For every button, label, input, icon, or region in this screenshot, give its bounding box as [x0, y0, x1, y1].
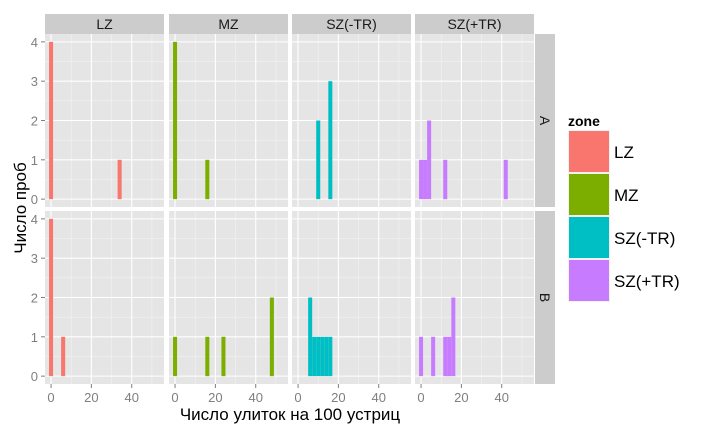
- row-strip-label-b: B: [537, 293, 553, 302]
- legend: LZ MZ SZ(-TR) SZ(+TR): [568, 130, 680, 302]
- bar-a-sz-tr-x2: [423, 159, 428, 200]
- legend-swatch-mz: [569, 174, 609, 215]
- bar-a-mz-x0: [173, 41, 178, 200]
- x-tick-label: 20: [331, 390, 345, 405]
- bar-b-sz-tr-x0: [419, 336, 424, 377]
- bars-layer: [49, 41, 508, 377]
- row-strip-a: [535, 34, 555, 207]
- legend-swatch-lz: [569, 131, 609, 172]
- bar-b-sz-tr-x14: [447, 336, 452, 377]
- y-tick-label: 4: [31, 35, 38, 50]
- bar-b-sz-tr-x12: [320, 336, 325, 377]
- bar-b-mz-x16: [205, 336, 210, 377]
- x-tick-label: 0: [47, 390, 54, 405]
- panels-layer: LZ MZ SZ(-TR) SZ(+TR) A B: [45, 14, 555, 384]
- y-tick-label: 1: [31, 153, 38, 168]
- strip-label-mz: MZ: [218, 16, 239, 32]
- bar-b-sz-tr-x6: [431, 336, 436, 377]
- legend-label-sz-tr: SZ(-TR): [614, 229, 675, 248]
- row-strip-b: [535, 211, 555, 384]
- legend-swatch-sz-tr: [569, 217, 609, 258]
- bar-a-sz-tr-x12: [443, 159, 448, 200]
- panel-a-sz-tr: [292, 34, 411, 207]
- x-tick-label: 40: [124, 390, 138, 405]
- strip-label-sz-tr: SZ(-TR): [326, 16, 377, 32]
- x-tick-label: 0: [171, 390, 178, 405]
- x-tick-label: 40: [494, 390, 508, 405]
- bar-b-sz-tr-x16: [451, 297, 456, 377]
- bar-b-mz-x48: [269, 297, 274, 377]
- bar-b-lz-x0: [49, 218, 54, 377]
- bar-b-lz-x6: [61, 336, 66, 377]
- bar-b-sz-tr-x16: [328, 336, 333, 377]
- panel-a-sz-tr: [415, 34, 534, 207]
- strip-sz-tr: [292, 14, 411, 34]
- panel-a-mz: [169, 34, 288, 207]
- bar-a-mz-x16: [205, 159, 210, 200]
- y-tick-label: 0: [31, 192, 38, 207]
- bar-a-sz-tr-x42: [503, 159, 508, 200]
- legend-swatch-sz-tr: [569, 260, 609, 301]
- bar-b-mz-x24: [221, 336, 226, 377]
- row-strip-label-a: A: [537, 116, 553, 126]
- strip-lz: [45, 14, 164, 34]
- y-tick-label: 2: [31, 114, 38, 129]
- y-tick-label: 3: [31, 74, 38, 89]
- x-tick-label: 20: [454, 390, 468, 405]
- bar-a-lz-x34: [117, 159, 122, 200]
- x-tick-label: 20: [208, 390, 222, 405]
- bar-b-sz-tr-x10: [316, 336, 321, 377]
- x-tick-label: 0: [294, 390, 301, 405]
- bar-a-sz-tr-x4: [427, 120, 432, 200]
- y-tick-label: 0: [31, 369, 38, 384]
- x-tick-label: 40: [371, 390, 385, 405]
- bar-a-sz-tr-x16: [328, 81, 333, 200]
- y-tick-label: 4: [31, 212, 38, 227]
- bar-a-sz-tr-x0: [419, 159, 424, 200]
- y-tick-label: 1: [31, 330, 38, 345]
- strip-label-sz-tr: SZ(+TR): [447, 16, 501, 32]
- panel-b-mz: [169, 211, 288, 384]
- panel-a-lz: [45, 34, 164, 207]
- bar-b-sz-tr-x14: [324, 336, 329, 377]
- legend-label-mz: MZ: [614, 186, 639, 205]
- strip-mz: [169, 14, 288, 34]
- x-tick-label: 40: [248, 390, 262, 405]
- y-tick-label: 2: [31, 291, 38, 306]
- x-tick-label: 0: [417, 390, 424, 405]
- x-tick-label: 20: [84, 390, 98, 405]
- bar-a-lz-x0: [49, 41, 54, 200]
- legend-label-sz-tr: SZ(+TR): [614, 272, 680, 291]
- x-axis-title: Число улиток на 100 устриц: [180, 405, 401, 424]
- legend-title: zone: [568, 113, 600, 129]
- bar-b-sz-tr-x6: [308, 297, 313, 377]
- bar-b-mz-x0: [173, 336, 178, 377]
- bar-b-sz-tr-x12: [443, 336, 448, 377]
- legend-label-lz: LZ: [614, 143, 634, 162]
- bar-b-sz-tr-x8: [312, 336, 317, 377]
- strip-sz-tr: [415, 14, 534, 34]
- strip-label-lz: LZ: [96, 16, 113, 32]
- bar-a-sz-tr-x10: [316, 120, 321, 200]
- y-tick-label: 3: [31, 251, 38, 266]
- y-axis-title: Число проб: [11, 162, 30, 254]
